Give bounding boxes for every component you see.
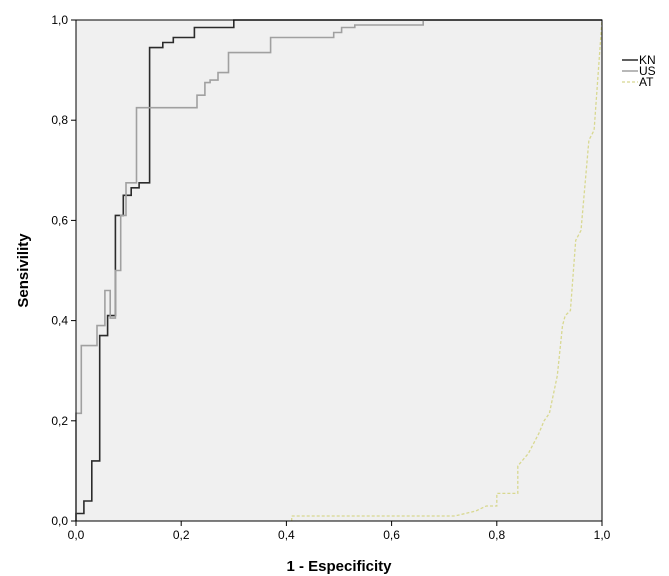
plot-area xyxy=(76,20,602,521)
legend-label-kn: KN xyxy=(639,53,656,67)
series-line-kn xyxy=(75,19,602,521)
y-tick-label: 1,0 xyxy=(51,13,68,27)
y-tick-label: 0,4 xyxy=(51,314,68,328)
y-axis: 0,0 0,2 0,4 0,6 0,8 1,0 xyxy=(51,13,76,528)
x-axis-title: 1 - Especificity xyxy=(286,558,392,575)
x-tick-label: 1,0 xyxy=(594,528,611,542)
x-tick-label: 0,8 xyxy=(488,528,505,542)
y-tick-label: 0,8 xyxy=(51,113,68,127)
y-tick-label: 0,6 xyxy=(51,213,68,227)
x-tick-label: 0,4 xyxy=(278,528,295,542)
series-line-us xyxy=(75,20,425,521)
y-axis-title: Sensivility xyxy=(15,233,32,308)
series-line-at xyxy=(291,19,603,521)
legend-label-us: US xyxy=(639,64,656,78)
y-tick-label: 0,0 xyxy=(51,514,68,528)
x-tick-label: 0,2 xyxy=(173,528,190,542)
plot-frame xyxy=(75,19,603,522)
x-tick-label: 0,0 xyxy=(68,528,85,542)
x-tick-label: 0,6 xyxy=(383,528,400,542)
legend-label-at: AT xyxy=(639,75,654,89)
x-axis: 0,0 0,2 0,4 0,6 0,8 1,0 xyxy=(68,521,611,542)
y-tick-label: 0,2 xyxy=(51,414,68,428)
series-layer xyxy=(75,19,603,521)
